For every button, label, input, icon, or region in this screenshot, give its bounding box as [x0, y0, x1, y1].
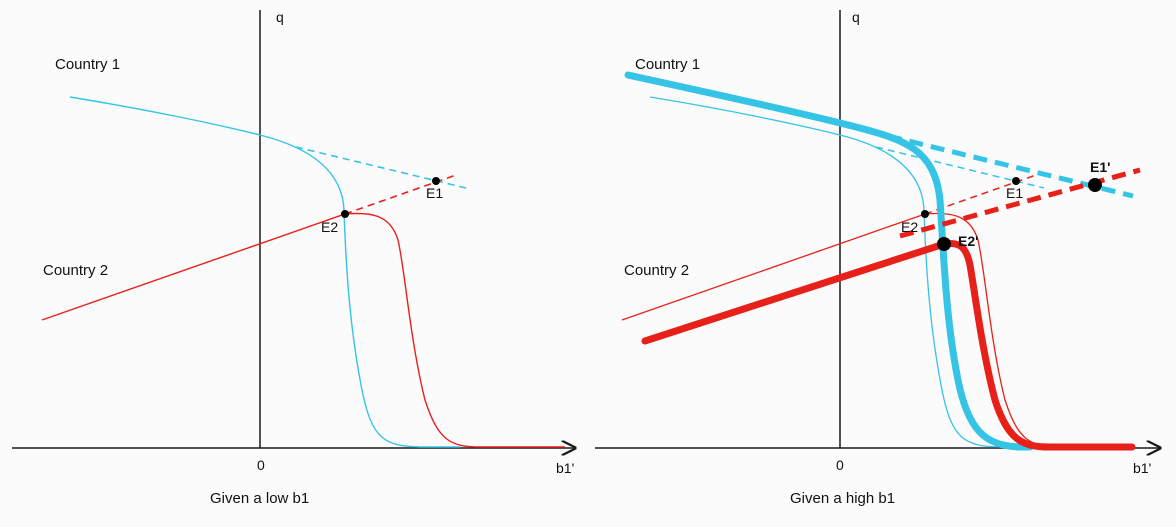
right-e2-new-label: E2' [958, 233, 978, 249]
left-country1-label: Country 1 [55, 56, 120, 73]
right-y-axis-label: q [852, 9, 860, 25]
right-country2-curve-new [641, 240, 1136, 451]
right-country2-curve-original [621, 212, 1061, 448]
left-e2-label: E2 [321, 219, 338, 235]
right-e1-point [1012, 177, 1020, 185]
right-origin-label: 0 [836, 457, 844, 473]
right-e2-point [921, 210, 929, 218]
left-e1-point [432, 177, 440, 185]
right-panel: q b1' 0 Country 1 Country 2 E1 E2 E1' E2… [595, 9, 1160, 507]
right-e1-label: E1 [1006, 185, 1023, 201]
left-country2-label: Country 2 [43, 262, 108, 279]
left-e1-label: E1 [426, 185, 443, 201]
right-e2-label: E2 [901, 219, 918, 235]
left-panel: q b1' 0 Country 1 Country 2 E1 E2 Given … [12, 9, 575, 507]
left-y-axis-label: q [276, 9, 284, 25]
left-caption: Given a low b1 [210, 490, 309, 507]
left-x-axis-label: b1' [556, 460, 574, 476]
right-caption: Given a high b1 [790, 490, 895, 507]
left-e2-point [341, 210, 349, 218]
right-country1-curve-original [649, 96, 1030, 448]
left-country1-dashed [295, 146, 467, 189]
right-country1-curve-new [624, 71, 1034, 451]
right-country1-label: Country 1 [635, 56, 700, 73]
right-e1-new-label: E1' [1090, 159, 1110, 175]
right-e1-new-point [1088, 178, 1102, 192]
left-origin-label: 0 [257, 457, 265, 473]
right-x-axis-label: b1' [1133, 460, 1151, 476]
right-country2-label: Country 2 [624, 262, 689, 279]
left-country2-curve [41, 212, 565, 448]
left-country1-curve [69, 96, 460, 448]
right-e2-new-point [937, 237, 951, 251]
